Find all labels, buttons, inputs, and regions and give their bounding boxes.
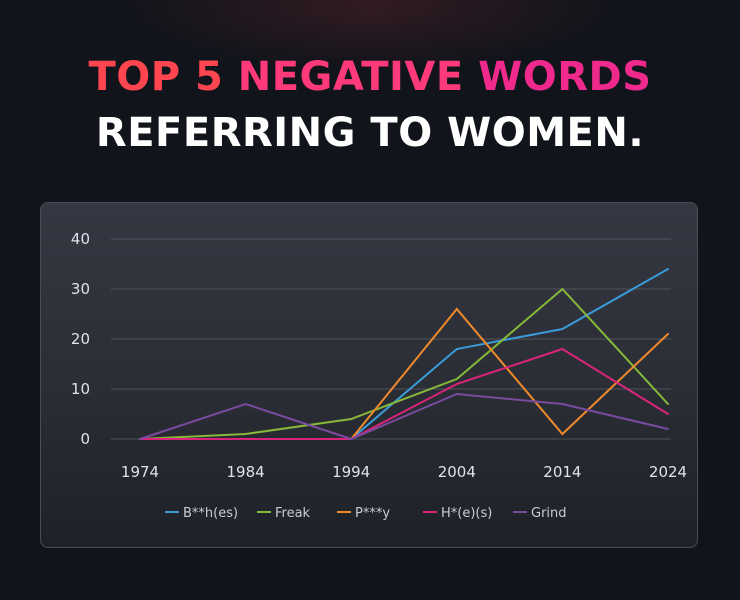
legend-label: P***y — [355, 506, 390, 521]
legend-label: B**h(es) — [183, 506, 238, 521]
title-line-1: TOP 5 NEGATIVE WORDS — [0, 54, 740, 100]
chart-card: 0 10 20 30 40 1974 1984 1994 2004 2014 2024 B**h(es… — [40, 202, 698, 548]
y-tick-label: 40 — [71, 230, 90, 248]
y-tick-label: 0 — [80, 430, 90, 448]
legend-label: Grind — [531, 506, 567, 521]
legend-label: Freak — [275, 506, 311, 521]
x-tick-label: 1984 — [227, 463, 265, 481]
series-line — [139, 287, 669, 440]
title-word-3: WORDS — [478, 54, 652, 100]
title-line-2: REFERRING TO WOMEN. — [95, 110, 645, 156]
title-word-1: TOP 5 — [88, 54, 224, 100]
y-tick-label: 10 — [71, 380, 90, 398]
x-tick-label: 1974 — [121, 463, 159, 481]
series-line — [139, 392, 669, 441]
x-tick-label: 2024 — [649, 463, 687, 481]
y-tick-label: 20 — [71, 330, 90, 348]
top-glow — [120, 0, 620, 70]
y-tick-label: 30 — [71, 280, 90, 298]
title-word-2: NEGATIVE — [237, 54, 464, 100]
series-line — [139, 307, 669, 440]
x-tick-label: 2014 — [543, 463, 581, 481]
line-chart: 0 10 20 30 40 1974 1984 1994 2004 2014 2024 B**h(es… — [71, 230, 687, 521]
x-tick-label: 1994 — [332, 463, 370, 481]
legend-label: H*(e)(s) — [441, 506, 492, 521]
series-line — [139, 347, 669, 440]
x-tick-label: 2004 — [438, 463, 476, 481]
